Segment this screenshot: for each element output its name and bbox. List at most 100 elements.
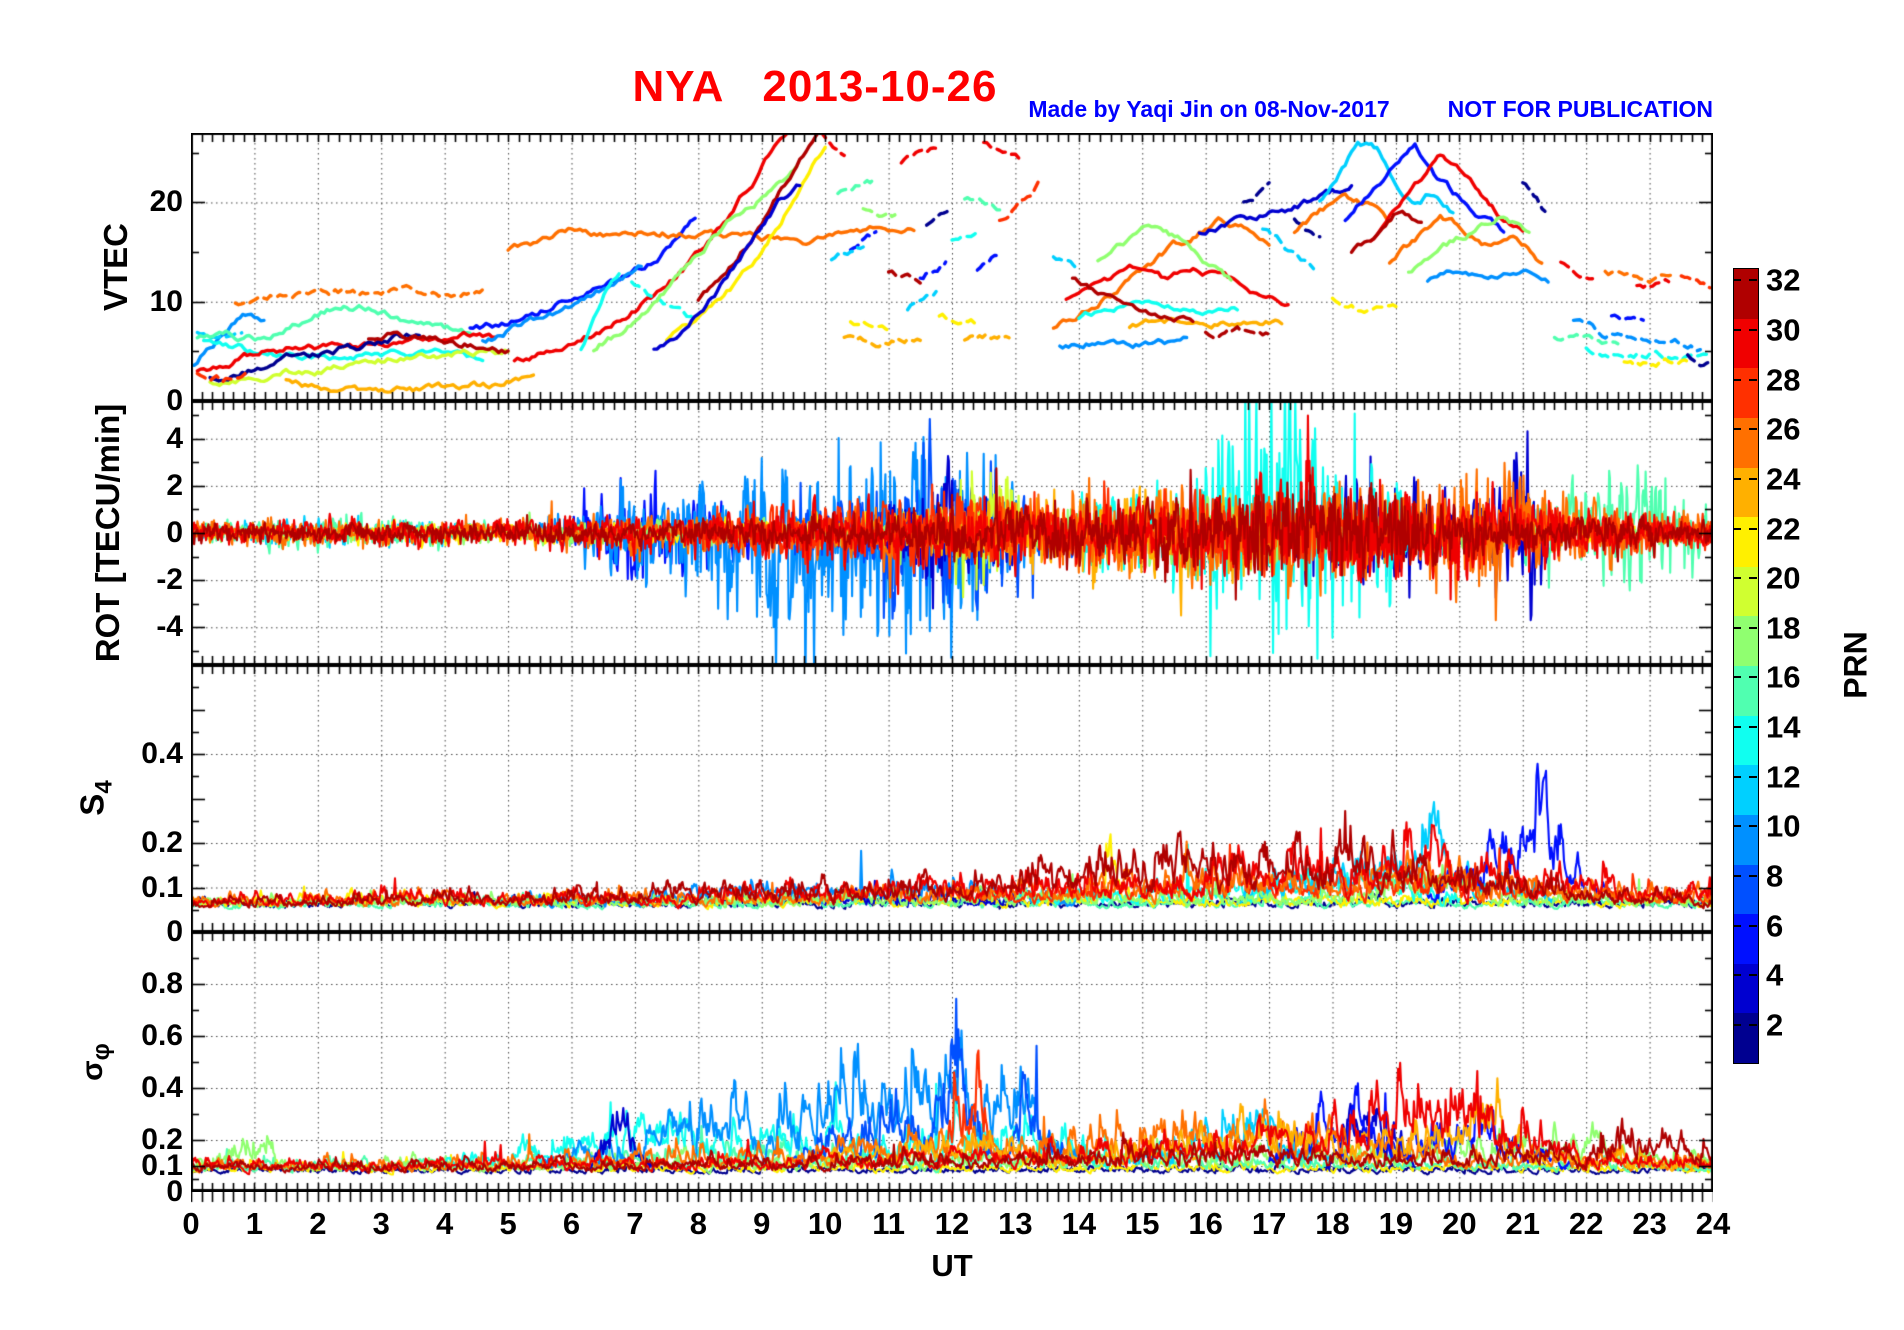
panel-canvas-sigma-phi [191, 932, 1713, 1192]
colorbar-axis-label: PRN [1837, 631, 1874, 699]
colorbar-tick-label: 28 [1766, 362, 1801, 398]
x-tick-label: 7 [626, 1206, 644, 1241]
x-axis-label: UT [931, 1248, 973, 1283]
y-tick-label-rot: 0 [166, 516, 183, 549]
x-tick-label: 4 [436, 1206, 454, 1241]
colorbar-band [1734, 1012, 1758, 1063]
colorbar-tick [1749, 477, 1757, 480]
colorbar-tick [1733, 527, 1741, 530]
x-tick-label: 17 [1251, 1206, 1287, 1241]
colorbar-tick-label: 6 [1766, 908, 1784, 944]
colorbar-tick [1733, 676, 1741, 679]
x-tick-label: 2 [309, 1206, 327, 1241]
colorbar-tick [1749, 279, 1757, 282]
prn-colorbar [1733, 268, 1759, 1064]
colorbar-tick [1733, 775, 1741, 778]
y-tick-label-rot: 2 [166, 468, 183, 502]
panel-canvas-rot [191, 401, 1713, 665]
colorbar-tick [1733, 626, 1741, 629]
colorbar-band [1734, 963, 1758, 1014]
panel-canvas-s4 [191, 665, 1713, 932]
colorbar-tick [1749, 825, 1757, 828]
colorbar-tick-label: 16 [1766, 659, 1801, 695]
x-tick-label: 12 [934, 1206, 970, 1241]
x-tick-label: 0 [182, 1206, 200, 1241]
y-tick-label-sigma-phi: 0.6 [141, 1019, 183, 1052]
colorbar-band [1734, 318, 1758, 369]
colorbar-band [1734, 764, 1758, 815]
y-tick-label-sigma-phi: 0 [166, 1175, 183, 1208]
colorbar-tick [1733, 428, 1741, 431]
colorbar-tick [1749, 577, 1757, 580]
y-tick-label-rot: -2 [156, 563, 183, 597]
colorbar-tick-label: 18 [1766, 610, 1801, 646]
colorbar-tick [1749, 329, 1757, 332]
ylabel-s4: S4 [73, 780, 118, 816]
panel-canvas-vtec [191, 133, 1713, 401]
colorbar-tick [1749, 1023, 1757, 1026]
colorbar-tick-label: 32 [1766, 262, 1801, 298]
colorbar-tick-label: 2 [1766, 1007, 1784, 1043]
colorbar-tick [1749, 924, 1757, 927]
y-tick-label-rot: 4 [166, 421, 183, 455]
colorbar-tick-label: 10 [1766, 808, 1801, 844]
colorbar-tick [1749, 626, 1757, 629]
x-tick-label: 24 [1695, 1206, 1731, 1241]
colorbar-band [1734, 615, 1758, 666]
colorbar-tick [1733, 279, 1741, 282]
colorbar-tick [1733, 577, 1741, 580]
y-tick-label-s4: 0.4 [141, 737, 183, 770]
colorbar-band [1734, 268, 1758, 319]
x-tick-label: 11 [872, 1206, 905, 1241]
colorbar-tick [1733, 825, 1741, 828]
colorbar-tick [1733, 974, 1741, 977]
x-tick-label: 6 [562, 1206, 581, 1241]
colorbar-tick [1749, 676, 1757, 679]
colorbar-tick-label: 12 [1766, 759, 1801, 795]
y-tick-label-sigma-phi: 0.4 [141, 1071, 183, 1104]
colorbar-band [1734, 467, 1758, 518]
x-tick-label: 19 [1378, 1206, 1414, 1241]
x-tick-label: 18 [1315, 1206, 1350, 1241]
colorbar-band [1734, 367, 1758, 418]
colorbar-tick-label: 22 [1766, 511, 1801, 547]
colorbar-tick [1749, 726, 1757, 729]
y-tick-label-s4: 0.2 [141, 826, 183, 859]
colorbar-tick [1749, 874, 1757, 877]
credit-made-by: Made by Yaqi Jin on 08-Nov-2017 [1028, 96, 1390, 122]
x-tick-label: 16 [1188, 1206, 1223, 1241]
colorbar-tick [1749, 428, 1757, 431]
colorbar-band [1734, 417, 1758, 468]
colorbar-tick [1749, 527, 1757, 530]
colorbar-tick [1733, 477, 1741, 480]
colorbar-band [1734, 814, 1758, 865]
colorbar-band [1734, 566, 1758, 617]
x-tick-label: 1 [245, 1206, 264, 1241]
y-tick-label-sigma-phi: 0.1 [141, 1149, 183, 1182]
y-tick-label-rot: -4 [156, 610, 183, 644]
x-tick-label: 15 [1125, 1206, 1160, 1241]
x-tick-label: 10 [807, 1206, 843, 1241]
y-tick-label-sigma-phi: 0.2 [141, 1123, 183, 1156]
credit-warning: NOT FOR PUBLICATION [1447, 96, 1713, 122]
colorbar-tick [1749, 974, 1757, 977]
colorbar-tick [1733, 726, 1741, 729]
y-tick-label-vtec: 20 [149, 185, 183, 219]
colorbar-tick [1733, 874, 1741, 877]
colorbar-tick-label: 24 [1766, 461, 1801, 497]
colorbar-band [1734, 913, 1758, 964]
colorbar-tick-label: 30 [1766, 312, 1801, 348]
y-tick-label-vtec: 10 [149, 284, 183, 318]
x-tick-label: 8 [689, 1206, 707, 1241]
colorbar-tick-label: 8 [1766, 858, 1784, 894]
colorbar-tick [1749, 378, 1757, 381]
x-tick-label: 13 [998, 1206, 1033, 1241]
colorbar-tick [1733, 329, 1741, 332]
credit-line: Made by Yaqi Jin on 08-Nov-2017 NOT FOR P… [1028, 96, 1713, 123]
colorbar-tick [1749, 775, 1757, 778]
y-tick-label-sigma-phi: 0.8 [141, 967, 183, 1000]
colorbar-tick [1733, 1023, 1741, 1026]
x-tick-label: 14 [1061, 1206, 1097, 1241]
colorbar-tick [1733, 378, 1741, 381]
